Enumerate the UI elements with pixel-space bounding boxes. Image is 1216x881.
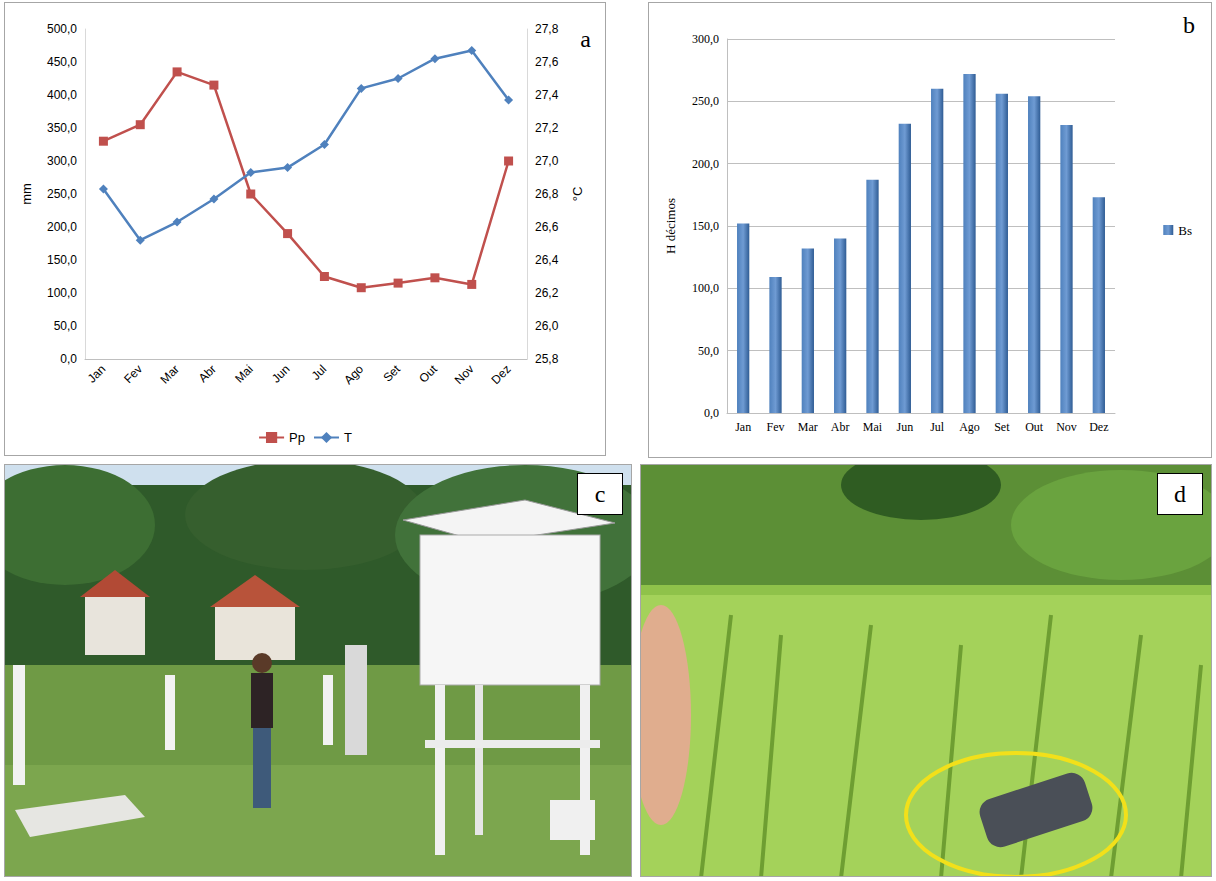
svg-text:Jan: Jan xyxy=(735,420,751,434)
svg-text:27,6: 27,6 xyxy=(535,55,559,69)
svg-text:300,0: 300,0 xyxy=(692,32,719,46)
svg-text:Mai: Mai xyxy=(863,420,883,434)
svg-text:500,0: 500,0 xyxy=(47,22,77,36)
svg-text:26,2: 26,2 xyxy=(535,286,559,300)
svg-text:Abr: Abr xyxy=(831,420,850,434)
svg-text:Out: Out xyxy=(416,362,440,386)
svg-text:350,0: 350,0 xyxy=(47,121,77,135)
svg-text:Fev: Fev xyxy=(767,420,785,434)
svg-text:Bs: Bs xyxy=(1178,223,1192,238)
svg-text:100,0: 100,0 xyxy=(47,286,77,300)
svg-text:Jan: Jan xyxy=(85,362,109,386)
svg-text:Dez: Dez xyxy=(1089,420,1108,434)
svg-text:450,0: 450,0 xyxy=(47,55,77,69)
svg-text:250,0: 250,0 xyxy=(692,94,719,108)
svg-text:Ago: Ago xyxy=(341,362,366,387)
html-text:a: a xyxy=(580,26,591,52)
svg-text:26,4: 26,4 xyxy=(535,253,559,267)
svg-text:Pp: Pp xyxy=(289,430,305,445)
svg-text:Jun: Jun xyxy=(896,420,913,434)
html-text:c: c xyxy=(594,481,606,507)
svg-text:Abr: Abr xyxy=(196,362,219,385)
svg-text:°C: °C xyxy=(570,187,585,202)
svg-text:26,6: 26,6 xyxy=(535,220,559,234)
svg-text:25,8: 25,8 xyxy=(535,352,559,366)
svg-text:250,0: 250,0 xyxy=(47,187,77,201)
svg-text:26,0: 26,0 xyxy=(535,319,559,333)
svg-text:27,8: 27,8 xyxy=(535,22,559,36)
svg-text:150,0: 150,0 xyxy=(692,219,719,233)
svg-text:Dez: Dez xyxy=(489,362,514,387)
svg-text:Jun: Jun xyxy=(269,362,293,386)
svg-text:27,4: 27,4 xyxy=(535,88,559,102)
svg-text:Fev: Fev xyxy=(121,362,145,386)
svg-text:Mar: Mar xyxy=(798,420,818,434)
svg-text:150,0: 150,0 xyxy=(47,253,77,267)
svg-text:26,8: 26,8 xyxy=(535,187,559,201)
svg-text:H décimos: H décimos xyxy=(663,198,678,254)
svg-text:Set: Set xyxy=(994,420,1010,434)
svg-text:Mar: Mar xyxy=(158,362,183,386)
svg-text:0,0: 0,0 xyxy=(60,352,77,366)
svg-text:Out: Out xyxy=(1025,420,1044,434)
svg-text:Set: Set xyxy=(380,362,403,385)
svg-text:300,0: 300,0 xyxy=(47,154,77,168)
svg-text:mm: mm xyxy=(19,183,34,205)
svg-text:27,2: 27,2 xyxy=(535,121,559,135)
svg-text:27,0: 27,0 xyxy=(535,154,559,168)
svg-text:100,0: 100,0 xyxy=(692,281,719,295)
svg-text:Nov: Nov xyxy=(1056,420,1077,434)
svg-text:0,0: 0,0 xyxy=(704,406,719,420)
svg-text:50,0: 50,0 xyxy=(698,344,719,358)
svg-text:Jul: Jul xyxy=(930,420,945,434)
svg-text:400,0: 400,0 xyxy=(47,88,77,102)
svg-text:Mai: Mai xyxy=(232,362,256,386)
svg-text:200,0: 200,0 xyxy=(692,157,719,171)
svg-text:Ago: Ago xyxy=(959,420,980,434)
svg-text:Nov: Nov xyxy=(452,362,477,387)
svg-text:200,0: 200,0 xyxy=(47,220,77,234)
html-text:b: b xyxy=(1183,12,1195,38)
svg-text:50,0: 50,0 xyxy=(54,319,78,333)
svg-text:T: T xyxy=(344,430,352,445)
html-text:d: d xyxy=(1174,481,1186,507)
svg-text:Jul: Jul xyxy=(309,362,330,383)
